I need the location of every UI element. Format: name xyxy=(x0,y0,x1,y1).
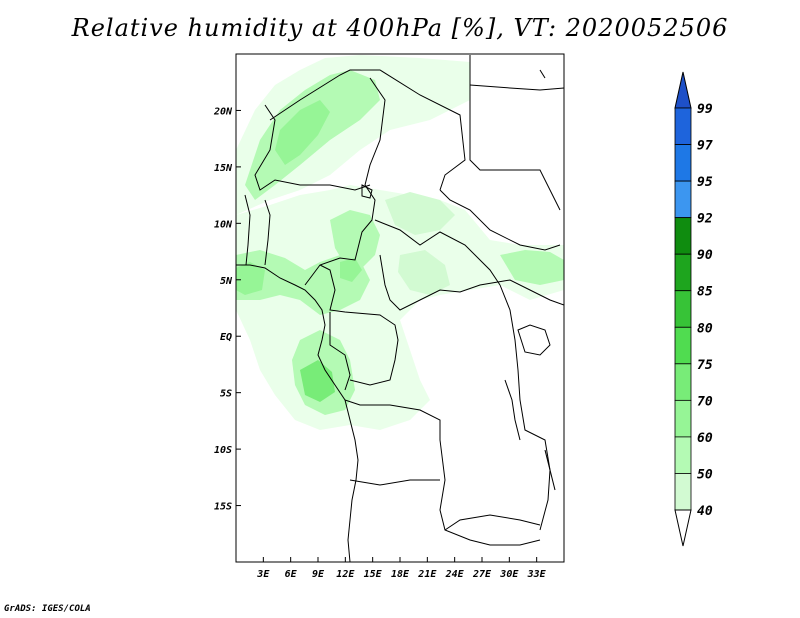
humidity-area-east xyxy=(500,250,564,285)
colorbar-label: 50 xyxy=(697,467,713,482)
humidity-area-sudan xyxy=(385,192,455,235)
lon-tick-label: 33E xyxy=(527,569,547,580)
lon-tick-label: 30E xyxy=(499,569,519,580)
lon-tick-label: 21E xyxy=(417,569,437,580)
lon-tick-label: 24E xyxy=(445,569,465,580)
lat-tick-label: 5S xyxy=(220,389,232,400)
colorbar-bottom-cap xyxy=(674,509,692,547)
colorbar-label: 60 xyxy=(697,431,713,446)
border-angola xyxy=(349,479,440,486)
border-drc-east xyxy=(499,284,551,531)
lake-chad xyxy=(361,184,373,199)
humidity-area-cameroon xyxy=(398,250,450,295)
humidity-area-north xyxy=(236,55,470,215)
border-libya xyxy=(469,84,564,91)
colorbar-segment xyxy=(674,399,692,438)
colorbar-label: 85 xyxy=(697,285,713,300)
lon-tick-label: 9E xyxy=(312,569,325,580)
lake-tanganyika xyxy=(504,379,521,441)
border-sudan xyxy=(439,189,561,251)
colorbar-segment xyxy=(674,144,692,182)
longitude-axis: 3E 6E 9E 12E 15E 18E 21E 24E 27E 30E 33E xyxy=(256,557,547,580)
humidity-core-3 xyxy=(236,262,265,295)
border-congo-north xyxy=(379,254,564,311)
colorbar-label: 99 xyxy=(697,102,713,117)
border-car xyxy=(374,219,501,286)
lon-tick-label: 12E xyxy=(336,569,355,580)
lat-tick-label: 15S xyxy=(214,502,232,513)
border-cameroon xyxy=(319,264,399,386)
colorbar-label: 80 xyxy=(697,321,713,336)
coastline-west-africa xyxy=(236,264,359,562)
border-zambia xyxy=(444,514,541,531)
colorbar-label: 75 xyxy=(697,358,713,373)
border-togo xyxy=(244,194,251,266)
humidity-core-2 xyxy=(300,360,335,402)
lake-victoria xyxy=(517,324,551,356)
lat-tick-label: 20N xyxy=(213,106,233,117)
colorbar-label: 95 xyxy=(697,175,713,190)
colorbar-segment xyxy=(674,253,692,292)
lat-tick-label: 5N xyxy=(220,276,233,287)
colorbar-segment xyxy=(674,436,692,474)
lat-tick-label: EQ xyxy=(220,332,232,343)
colorbar-top-cap xyxy=(674,71,692,109)
lon-tick-label: 18E xyxy=(391,569,410,580)
colorbar-segment xyxy=(674,217,692,255)
colorbar-label: 70 xyxy=(697,394,713,409)
colorbar-segment xyxy=(674,290,692,328)
border-chad xyxy=(304,77,386,286)
lat-tick-label: 10N xyxy=(214,219,233,230)
boundaries xyxy=(236,55,564,562)
humidity-shading xyxy=(236,55,564,430)
map-title: Relative humidity at 400hPa [%], VT: 202… xyxy=(71,14,729,42)
border-sudan-east xyxy=(469,55,561,211)
colorbar: 99 97 95 92 90 85 80 75 70 60 50 40 xyxy=(674,71,713,547)
lon-tick-label: 15E xyxy=(364,569,383,580)
lon-tick-label: 6E xyxy=(285,569,298,580)
humidity-core-4 xyxy=(340,258,362,282)
colorbar-label: 40 xyxy=(697,504,713,519)
border-nigeria xyxy=(264,199,271,266)
border-gabon xyxy=(329,312,351,391)
border-north xyxy=(269,69,466,191)
colorbar-segment xyxy=(674,326,692,365)
colorbar-label: 97 xyxy=(697,139,713,154)
colorbar-segment xyxy=(674,107,692,145)
colorbar-segment xyxy=(674,363,692,401)
colorbar-segment xyxy=(674,473,692,511)
border-drc xyxy=(344,399,541,546)
coast-somalia xyxy=(539,69,546,79)
lat-tick-label: 15N xyxy=(214,163,233,174)
lake-malawi xyxy=(544,449,556,491)
lon-tick-label: 27E xyxy=(472,569,492,580)
colorbar-segment xyxy=(674,180,692,219)
colorbar-label: 92 xyxy=(697,212,713,227)
latitude-axis: 20N 15N 10N 5N EQ 5S 10S 15S xyxy=(213,106,241,513)
humidity-area-gulf xyxy=(236,250,370,315)
border-sahel xyxy=(254,104,371,191)
humidity-core-1 xyxy=(275,100,330,165)
credit-text: GrADS: IGES/COLA xyxy=(4,604,91,614)
colorbar-label: 90 xyxy=(697,248,713,263)
lat-tick-label: 10S xyxy=(214,445,232,456)
lon-tick-label: 3E xyxy=(256,569,270,580)
